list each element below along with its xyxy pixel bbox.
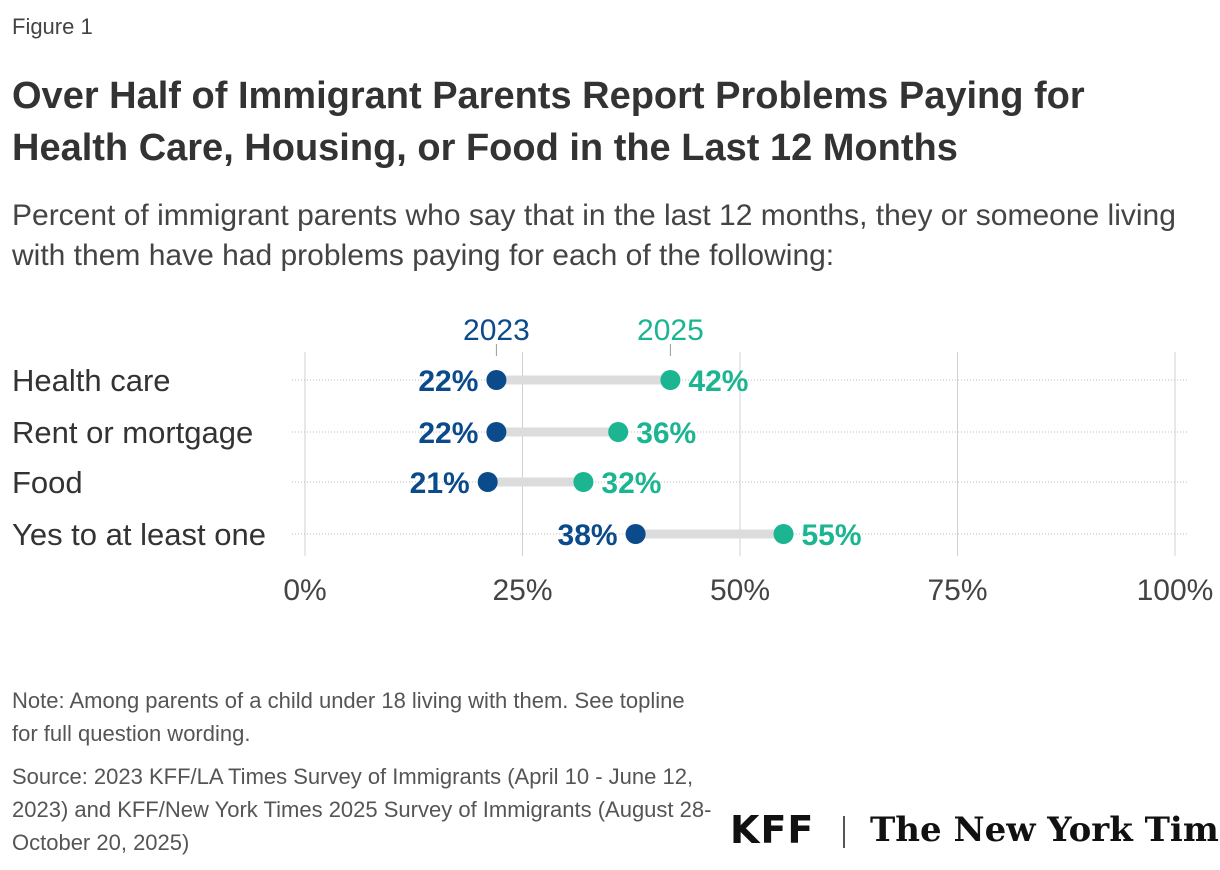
chart-title: Over Half of Immigrant Parents Report Pr… <box>12 75 1085 169</box>
kff-logo: KFF <box>730 808 815 852</box>
x-tick-label: 25% <box>492 574 552 607</box>
figure-label: Figure 1 <box>12 14 93 39</box>
category-label: Yes to at least one <box>12 517 266 552</box>
logo-divider <box>843 816 845 848</box>
dot-2025 <box>773 524 794 544</box>
dot-2025 <box>608 422 629 442</box>
dot-2023 <box>477 472 498 492</box>
series-legend-label: 2025 <box>637 314 704 347</box>
chart-source: Source: 2023 KFF/LA Times Survey of Immi… <box>12 764 712 855</box>
chart-note: Note: Among parents of a child under 18 … <box>12 688 685 746</box>
data-label-2025: 36% <box>636 417 696 450</box>
x-tick-label: 100% <box>1137 574 1214 607</box>
chart-subtitle: Percent of immigrant parents who say tha… <box>12 199 1176 272</box>
data-label-2023: 22% <box>418 365 478 398</box>
dot-2023 <box>625 524 646 544</box>
dot-2023 <box>486 422 507 442</box>
dot-2025 <box>660 370 681 390</box>
x-tick-label: 75% <box>927 574 987 607</box>
data-label-2025: 32% <box>601 467 661 500</box>
series-legend-label: 2023 <box>463 314 530 347</box>
category-label: Health care <box>12 363 171 398</box>
data-label-2023: 22% <box>418 417 478 450</box>
data-label-2023: 21% <box>410 467 470 500</box>
data-label-2023: 38% <box>558 519 618 552</box>
nyt-logo: The New York Times <box>870 810 1220 850</box>
data-label-2025: 55% <box>802 519 862 552</box>
dot-2025 <box>573 472 594 492</box>
data-label-2025: 42% <box>688 365 748 398</box>
category-label: Food <box>12 465 83 500</box>
category-label: Rent or mortgage <box>12 415 253 450</box>
x-tick-label: 0% <box>283 574 326 607</box>
x-tick-label: 50% <box>710 574 770 607</box>
dot-plot-chart: 0% 25% 50% 75% 100% Health care Rent or mortga… <box>12 314 1214 607</box>
dot-2023 <box>486 370 507 390</box>
logos: KFF The New York Times <box>730 808 1220 858</box>
